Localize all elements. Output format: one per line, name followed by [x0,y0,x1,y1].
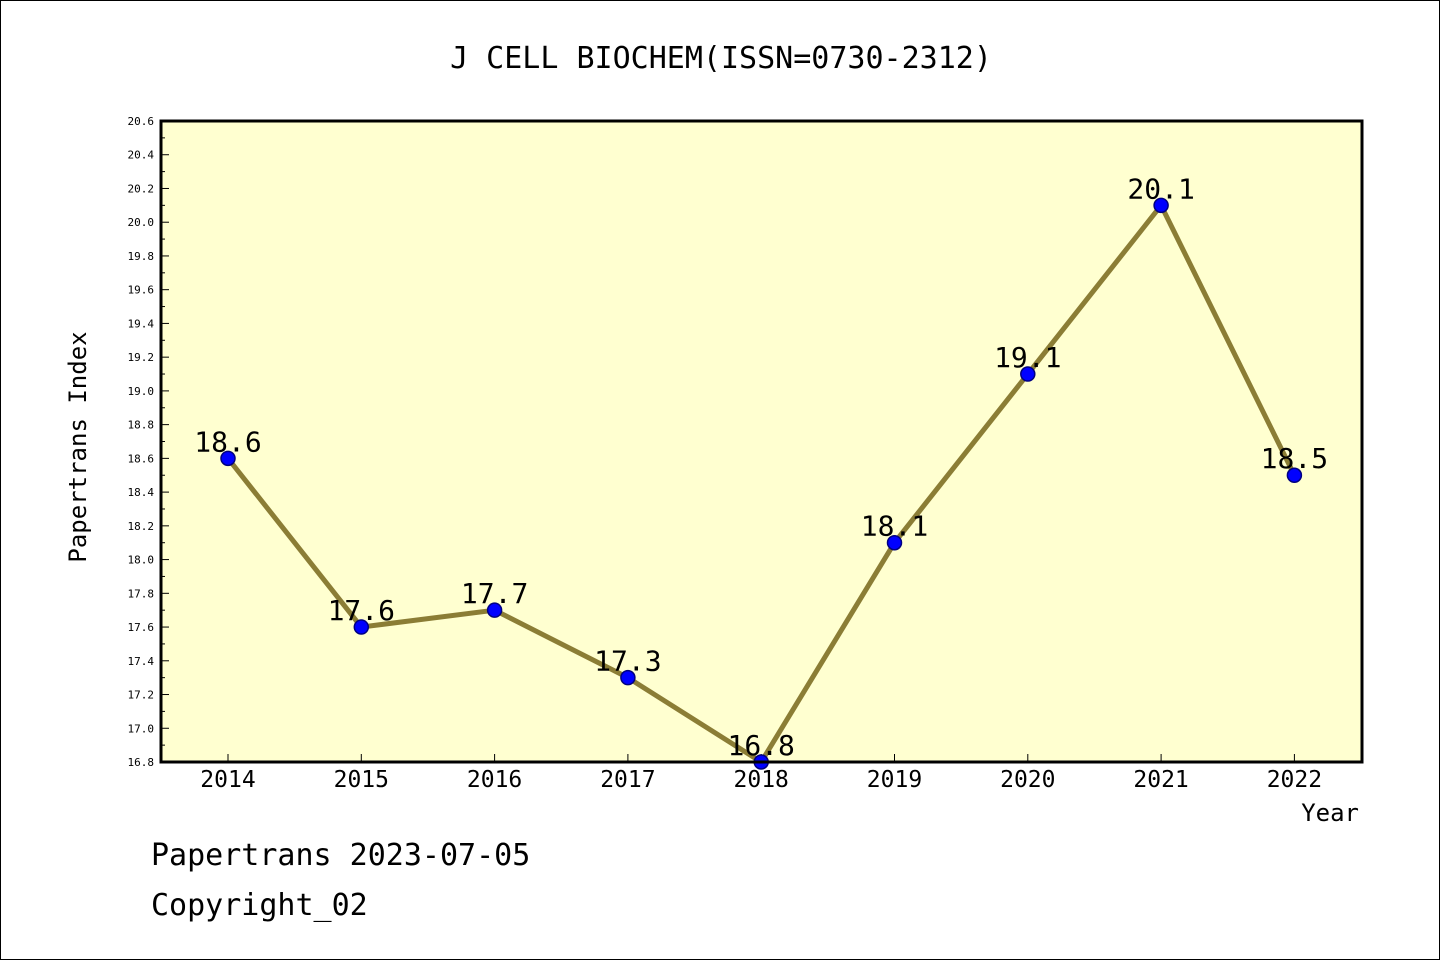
y-tick-label: 20.2 [128,182,155,195]
y-tick-label: 20.4 [128,149,155,162]
data-point-marker [1286,467,1303,483]
y-tick-label: 19.6 [128,284,155,297]
x-tick-label: 2020 [1000,767,1055,793]
y-tick-label: 19.8 [128,250,155,263]
data-point-marker [220,450,236,467]
y-axis-ticks: 16.8 17.0 17.2 17.4 17.6 17.8 18.0 18.2 18.4 18.6… [128,115,169,769]
chart-title: J CELL BIOCHEM(ISSN=0730-2312) [450,41,992,76]
x-axis-label: Year [1301,799,1359,827]
x-tick-label: 2018 [734,767,789,793]
y-tick-label: 17.8 [128,587,155,600]
y-tick-label: 18.8 [128,419,155,432]
data-labels-group: 18.6 17.6 17.7 17.3 16.8 18.1 19.1 20.1 18.5 [194,172,1328,762]
y-tick-label: 19.0 [128,385,155,398]
y-tick-label: 20.6 [128,115,155,128]
data-point-marker [486,602,503,618]
x-axis-ticks: 2014 2015 2016 2017 2018 2019 2020 2021 2022 [200,754,1322,793]
y-tick-label: 17.0 [128,722,155,735]
x-tick-label: 2021 [1133,767,1188,793]
x-tick-label: 2016 [467,767,522,793]
plot-area [161,121,1362,762]
data-label: 19.1 [994,341,1061,374]
data-label: 20.1 [1127,172,1194,205]
data-label: 18.1 [861,510,928,543]
y-axis-label: Papertrans Index [64,331,92,562]
x-tick-label: 2022 [1267,767,1322,793]
y-tick-label: 18.2 [128,520,155,533]
y-tick-label: 16.8 [128,756,155,769]
y-tick-label: 19.2 [128,351,155,364]
y-tick-label: 18.4 [128,486,155,499]
x-tick-label: 2019 [867,767,922,793]
data-label: 17.3 [594,645,661,678]
footer-copyright: Copyright_02 [151,888,368,923]
data-point-marker [1020,366,1036,382]
x-tick-label: 2017 [600,767,655,793]
footer-date: Papertrans 2023-07-05 [151,838,530,873]
y-tick-label: 19.4 [128,317,155,330]
y-tick-label: 17.6 [128,621,155,634]
plot-border [159,119,1364,764]
data-label: 17.7 [461,577,528,610]
data-point-marker [1153,197,1169,214]
data-point-marker [886,534,903,551]
data-label: 17.6 [328,594,395,627]
data-label: 18.6 [194,425,261,458]
y-tick-label: 18.0 [128,554,155,567]
y-tick-label: 17.4 [128,655,155,668]
x-tick-label: 2014 [200,767,255,793]
data-point-marker [353,619,370,635]
y-tick-label: 17.2 [128,689,155,702]
y-tick-label: 18.6 [128,452,155,465]
data-label: 16.8 [727,729,794,762]
x-tick-label: 2015 [334,767,389,793]
data-label: 18.5 [1261,442,1328,475]
y-tick-label: 20.0 [128,216,155,229]
data-point-marker [620,669,636,686]
